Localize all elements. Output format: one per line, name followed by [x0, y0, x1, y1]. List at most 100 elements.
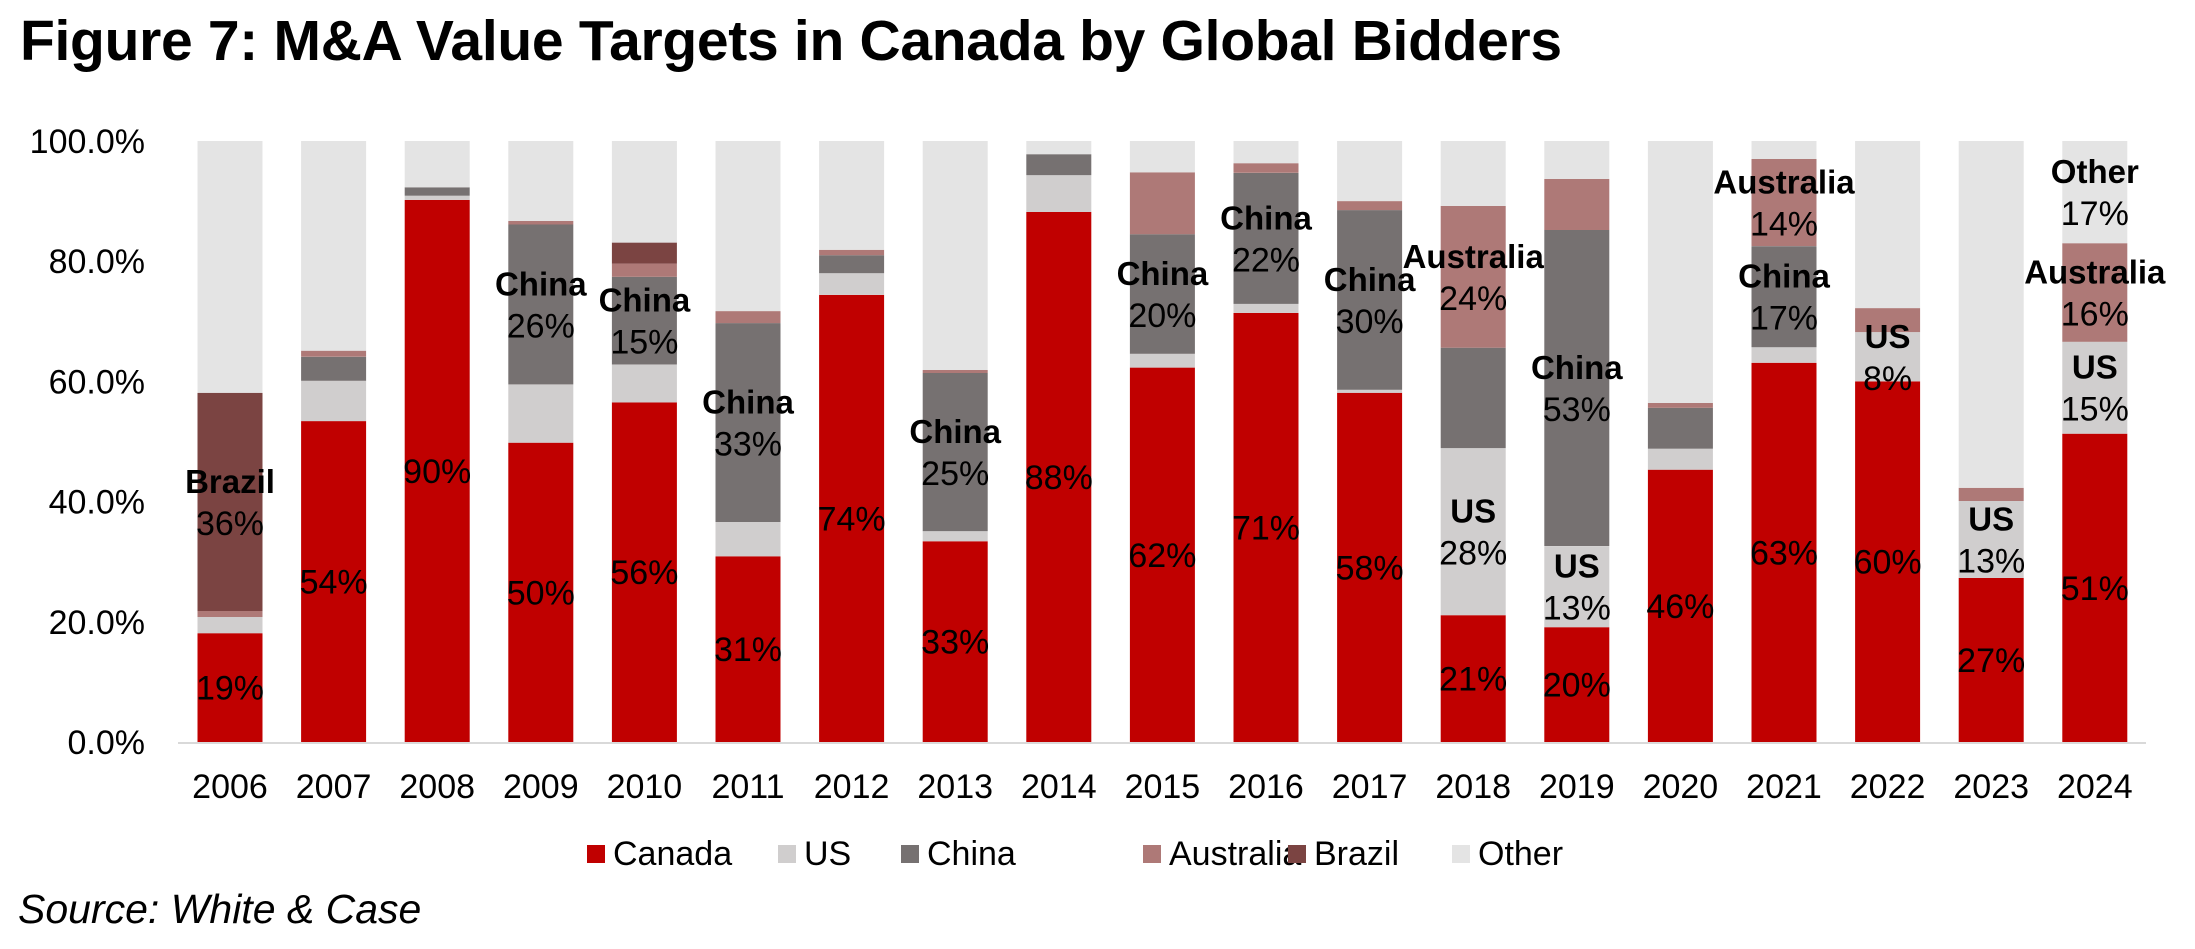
bar-segment-canada-2024	[2062, 433, 2128, 742]
data-label-brazil-2006: Brazil 36%	[185, 463, 275, 543]
legend-swatch	[1452, 845, 1470, 863]
bar-segment-china-2014	[1026, 154, 1092, 176]
data-label-series-name: China	[599, 282, 691, 319]
bar-segment-us-2015	[1129, 353, 1195, 368]
legend-swatch	[778, 845, 796, 863]
bar-segment-other-2020	[1647, 141, 1713, 403]
data-label-australia-2018: Australia 24%	[1403, 238, 1545, 318]
bar-segment-china-2009	[508, 224, 574, 385]
bar-segment-canada-2013	[922, 541, 988, 742]
data-label-canada-2016: 71%	[1232, 509, 1300, 547]
data-label-value: 25%	[921, 455, 989, 493]
data-label-australia-2024: Australia 16%	[2024, 254, 2166, 334]
bar-segment-australia-2016	[1233, 163, 1299, 173]
data-label-value: 16%	[2061, 296, 2129, 334]
bar-segment-australia-2012	[819, 249, 885, 256]
legend-swatch	[901, 845, 919, 863]
data-label-canada-2024: 51%	[2061, 570, 2129, 608]
bar-segment-china-2012	[819, 255, 885, 274]
legend-label: Brazil	[1314, 834, 1400, 873]
bar-segment-china-2020	[1647, 407, 1713, 449]
data-label-value: 17%	[2061, 195, 2129, 233]
bar-segment-australia-2017	[1337, 201, 1403, 211]
data-label-canada-2021: 63%	[1750, 534, 1818, 572]
legend-item-canada: Canada	[587, 834, 732, 874]
data-label-canada-2006: 19%	[196, 670, 264, 708]
data-label-value: 28%	[1439, 535, 1507, 573]
data-label-us-2019: US 13%	[1543, 548, 1611, 628]
legend: Canada US China Australia Brazil Other	[0, 834, 2195, 874]
data-label-china-2015: China 20%	[1117, 255, 1209, 335]
bar-segment-australia-2009	[508, 220, 574, 225]
x-tick-label: 2023	[1953, 768, 2029, 806]
bar-stack-2012	[819, 141, 885, 742]
data-label-value: 56%	[610, 554, 678, 592]
data-label-series-name: China	[1324, 261, 1416, 298]
data-label-series-name: US	[1554, 548, 1600, 585]
bar-segment-canada-2007	[301, 421, 367, 742]
bar-segment-australia-2007	[301, 350, 367, 357]
bar-segment-australia-2023	[1958, 487, 2024, 501]
bar-segment-us-2008	[404, 195, 470, 200]
legend-swatch	[587, 845, 605, 863]
y-tick-label: 80.0%	[49, 243, 145, 281]
bar-segment-other-2006	[197, 141, 263, 393]
bar-stack-2010	[611, 141, 677, 742]
data-label-china-2017: China 30%	[1324, 261, 1416, 341]
bar-segment-china-2008	[404, 187, 470, 196]
data-label-canada-2013: 33%	[921, 624, 989, 662]
data-label-series-name: Brazil	[185, 463, 275, 500]
data-label-series-name: US	[2072, 349, 2118, 386]
source-note: Source: White & Case	[18, 886, 422, 932]
bar-segment-australia-2019	[1544, 178, 1610, 230]
data-label-value: 21%	[1439, 661, 1507, 699]
x-tick-label: 2022	[1850, 768, 1926, 806]
legend-swatch	[1143, 845, 1161, 863]
x-tick-label: 2012	[814, 768, 890, 806]
y-tick-label: 0.0%	[68, 724, 146, 762]
legend-item-brazil: Brazil	[1288, 834, 1399, 874]
data-label-value: 20%	[1543, 667, 1611, 705]
bar-segment-canada-2011	[715, 556, 781, 742]
y-tick-label: 20.0%	[49, 604, 145, 642]
bar-segment-canada-2008	[404, 199, 470, 742]
data-label-series-name: China	[1220, 199, 1312, 236]
bar-stack-2013	[922, 141, 988, 742]
data-label-value: 13%	[1543, 590, 1611, 628]
data-label-value: 46%	[1646, 588, 1714, 626]
data-label-series-name: Australia	[1403, 238, 1545, 275]
bar-stack-2009	[508, 141, 574, 742]
bar-segment-canada-2006	[197, 633, 263, 742]
bar-stack-2024	[2062, 141, 2128, 742]
y-axis-tick-labels: 0.0% 20.0% 40.0% 60.0% 80.0% 100.0%	[30, 123, 145, 762]
x-tick-label: 2007	[296, 768, 372, 806]
legend-label: Canada	[613, 834, 733, 873]
bars	[197, 141, 2128, 742]
data-label-value: 90%	[403, 453, 471, 491]
data-label-series-name: US	[1450, 493, 1496, 530]
bar-segment-us-2020	[1647, 448, 1713, 470]
bar-segment-us-2019	[1544, 546, 1610, 628]
data-label-canada-2017: 58%	[1336, 549, 1404, 587]
data-label-series-name: China	[1117, 255, 1209, 292]
data-label-china-2021: China 17%	[1738, 258, 1830, 338]
data-label-value: 58%	[1336, 549, 1404, 587]
bar-stack-2019	[1544, 141, 1610, 742]
bar-segment-us-2021	[1751, 347, 1817, 363]
data-label-value: 20%	[1128, 297, 1196, 335]
bar-segment-canada-2009	[508, 442, 574, 742]
data-label-canada-2007: 54%	[300, 564, 368, 602]
bar-stack-2021	[1751, 141, 1817, 742]
data-label-value: 31%	[714, 631, 782, 669]
bar-stack-2022	[1855, 141, 1921, 742]
bar-segment-us-2007	[301, 380, 367, 422]
bar-stack-2006	[197, 141, 263, 742]
bar-segment-other-2009	[508, 141, 574, 221]
legend-item-china: China	[901, 834, 1016, 874]
data-label-canada-2018: 21%	[1439, 661, 1507, 699]
bar-segment-canada-2012	[819, 294, 885, 742]
data-label-series-name: US	[1968, 501, 2014, 538]
bar-segment-us-2013	[922, 531, 988, 542]
data-label-value: 17%	[1750, 300, 1818, 338]
